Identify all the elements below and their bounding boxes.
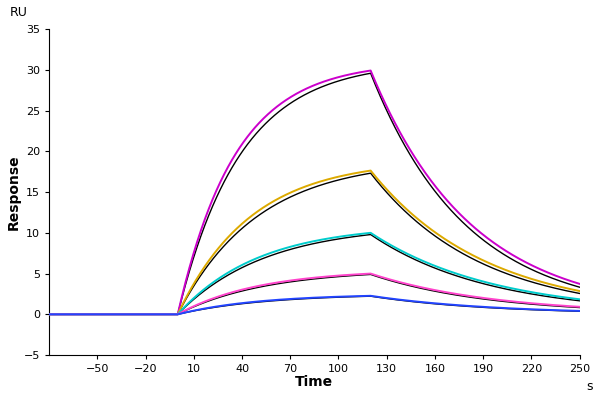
Text: RU: RU — [10, 6, 27, 20]
X-axis label: Time: Time — [295, 376, 334, 390]
Y-axis label: Response: Response — [7, 154, 21, 230]
Text: s: s — [587, 380, 593, 393]
